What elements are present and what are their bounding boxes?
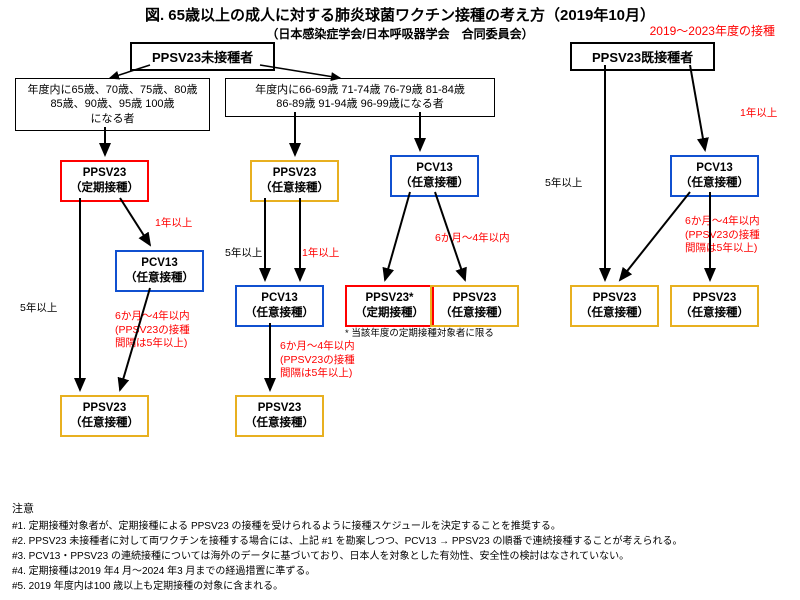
lbl-c3-6m: 6か月～4年以内: [435, 230, 510, 245]
lbl-c1-1y: 1年以上: [155, 215, 192, 230]
c2-ppsv23-opt2: PPSV23（任意接種）: [235, 395, 324, 437]
header-naive: PPSV23未接種者: [130, 42, 275, 71]
c3-ppsv23-opt: PPSV23（任意接種）: [430, 285, 519, 327]
r-pcv13: PCV13（任意接種）: [670, 155, 759, 197]
note-1: #1. 定期接種対象者が、定期接種による PPSV23 の接種を受けられるように…: [12, 519, 788, 534]
c2-ppsv23-opt1: PPSV23（任意接種）: [250, 160, 339, 202]
r-ppsv23-opt2: PPSV23（任意接種）: [670, 285, 759, 327]
lbl-c2-5y: 5年以上: [225, 245, 262, 260]
header-prev: PPSV23既接種者: [570, 42, 715, 71]
note-2: #2. PPSV23 未接種者に対して両ワクチンを接種する場合には、上記 #1 …: [12, 534, 788, 549]
lbl-c1-5y: 5年以上: [20, 300, 57, 315]
lbl-c1-6m: 6か月～4年以内(PPSV23の接種間隔は5年以上): [115, 310, 190, 351]
c3-ppsv23-star: PPSV23*（定期接種）: [345, 285, 434, 327]
c2-pcv13: PCV13（任意接種）: [235, 285, 324, 327]
period-note: 2019～2023年度の接種: [650, 22, 775, 39]
age-group-1: 年度内に65歳、70歳、75歳、80歳85歳、90歳、95歳 100歳になる者: [15, 78, 210, 131]
lbl-c2-1y: 1年以上: [302, 245, 339, 260]
lbl-r-6m: 6か月～4年以内(PPSV23の接種間隔は5年以上): [685, 215, 760, 256]
lbl-r-1y: 1年以上: [740, 105, 777, 120]
lbl-c2-6m: 6か月～4年以内(PPSV23の接種間隔は5年以上): [280, 340, 355, 381]
note-5: #5. 2019 年度内は100 歳以上も定期接種の対象に含まれる。: [12, 579, 788, 594]
r-ppsv23-opt1: PPSV23（任意接種）: [570, 285, 659, 327]
note-4: #4. 定期接種は2019 年4 月～2024 年3 月までの経過措置に準ずる。: [12, 564, 788, 579]
c1-pcv13: PCV13（任意接種）: [115, 250, 204, 292]
c1-ppsv23-opt: PPSV23（任意接種）: [60, 395, 149, 437]
note-3: #3. PCV13・PPSV23 の連続接種については海外のデータに基づいており…: [12, 549, 788, 564]
c3-pcv13: PCV13（任意接種）: [390, 155, 479, 197]
lbl-r-5y: 5年以上: [545, 175, 582, 190]
notes-section: 注意 #1. 定期接種対象者が、定期接種による PPSV23 の接種を受けられる…: [12, 501, 788, 595]
lbl-c3-star: * 当該年度の定期接種対象者に限る: [345, 325, 494, 339]
c1-ppsv23-routine: PPSV23（定期接種）: [60, 160, 149, 202]
age-group-2: 年度内に66-69歳 71-74歳 76-79歳 81-84歳86-89歳 91…: [225, 78, 495, 117]
notes-title: 注意: [12, 501, 788, 518]
